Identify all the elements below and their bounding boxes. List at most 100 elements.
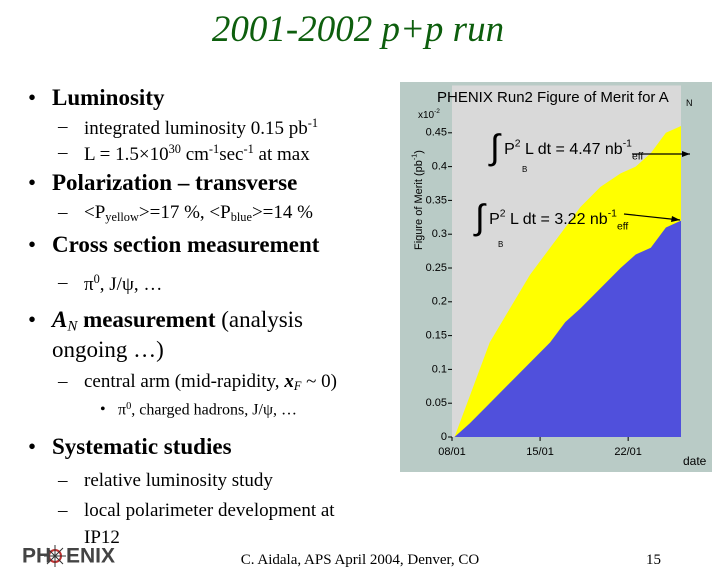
text-run: yellow [105, 210, 139, 225]
text-run: Systematic studies [52, 434, 232, 459]
text-run: , J/ψ, … [99, 273, 163, 295]
text-run: , charged hadrons, J/ψ, … [131, 401, 297, 419]
axis-multiplier: x10-2 [418, 108, 440, 121]
x-tick-label: 15/01 [526, 446, 554, 458]
y-tick-label: 0.3 [432, 228, 447, 240]
text-run: ongoing …) [52, 337, 164, 362]
text-run: F [293, 379, 302, 394]
text-run: blue [230, 210, 252, 225]
bullet-text: integrated luminosity 0.15 pb-1 [84, 116, 318, 140]
text-run: at max [253, 143, 310, 165]
text-run: 30 [168, 142, 181, 156]
text-run: >=17 %, <P [138, 202, 231, 223]
y-tick-label: 0.35 [426, 194, 447, 206]
text-run: cm [180, 143, 209, 165]
bullet-text: Polarization – transverse [52, 170, 297, 196]
logo-text: PH [22, 545, 51, 568]
bullet-text: Luminosity [52, 85, 164, 111]
bullet-marker: – [58, 500, 68, 521]
x-tick-label: 22/01 [614, 446, 642, 458]
bullet-text: AN measurement (analysis [52, 307, 303, 336]
text-run: measurement [77, 307, 216, 332]
y-tick-label: 0.15 [426, 330, 447, 342]
bullet-marker: • [100, 401, 106, 418]
text-run: relative luminosity study [84, 470, 273, 491]
text-run: N [686, 98, 693, 108]
plot: 0 0.05 0.1 0.15 0.2 0.25 0.3 0.35 0.4 0.45 08/01 15… [410, 85, 707, 468]
text-run: central arm (mid-rapidity, [84, 371, 285, 392]
text-run: <P [84, 202, 106, 223]
arrow [623, 213, 681, 221]
text-run: -1 [410, 154, 418, 160]
bullet-text: Systematic studies [52, 434, 232, 460]
text-run: 0 [93, 272, 100, 286]
page-number: 15 [646, 552, 661, 568]
bullet-marker: • [28, 85, 37, 110]
chart-title: PHENIX Run2 Figure of Merit for A N [437, 89, 693, 108]
bullet-marker: – [58, 202, 68, 223]
text-run: P [485, 211, 500, 228]
text-run: Cross section measurement [52, 232, 320, 257]
bullet-text: ongoing …) [52, 337, 164, 363]
text-run: L dt = 4.47 nb [521, 141, 623, 158]
text-run: -1 [608, 208, 617, 219]
bullet-marker: – [58, 116, 68, 137]
text-run: eff [632, 151, 643, 162]
bullet-marker: – [58, 371, 68, 392]
text-run: x10 [418, 110, 435, 121]
bullet-marker: – [58, 272, 68, 293]
bullet-marker: • [28, 232, 37, 257]
text-run: -1 [243, 142, 254, 156]
bullet-marker: – [58, 142, 68, 163]
text-run: A [52, 307, 68, 332]
arrow-head [671, 216, 680, 222]
bullet-marker: • [28, 434, 37, 459]
bullet-text: L = 1.5×1030 cm-1sec-1 at max [84, 142, 310, 166]
text-run: L = 1.5×10 [84, 143, 169, 165]
text-run: P [500, 141, 515, 158]
x-tick-label: 08/01 [438, 446, 466, 458]
footer-text: C. Aidala, APS April 2004, Denver, CO [240, 552, 480, 568]
bullet-text: central arm (mid-rapidity, xF ~ 0) [84, 371, 337, 394]
y-tick-label: 0 [441, 431, 447, 443]
text-run: x [284, 371, 294, 392]
text-run: PHENIX Run2 Figure of Merit for A [437, 89, 669, 106]
text-run: integrated luminosity 0.15 pb [84, 117, 308, 139]
text-run: -1 [307, 116, 319, 130]
y-tick-label: 0.1 [432, 363, 447, 375]
annotation-sub: B [522, 165, 527, 174]
text-run: π [84, 273, 94, 295]
text-run: -1 [623, 138, 632, 149]
y-tick-label: 0.4 [432, 161, 447, 173]
text-run: (analysis [215, 307, 304, 332]
text-run: Figure of Merit (pb [413, 160, 425, 250]
text-run: >=14 % [251, 202, 313, 223]
text-run: ) [413, 150, 425, 154]
bullet-text: local polarimeter development at [84, 500, 335, 522]
text-run: 0 [126, 401, 132, 412]
text-run: IP12 [84, 527, 120, 548]
text-run: ~ 0) [301, 371, 337, 392]
text-run: sec [219, 143, 244, 165]
bullet-text: Cross section measurement [52, 232, 319, 258]
logo-mark [44, 545, 66, 567]
arrow-head [682, 151, 690, 157]
y-axis-label: Figure of Merit (pb-1) [410, 150, 424, 250]
bullet-text: relative luminosity study [84, 470, 273, 492]
text-run: L dt = 3.22 nb [506, 211, 608, 228]
text-run: Polarization – transverse [52, 170, 298, 195]
y-tick-label: 0.45 [426, 127, 447, 139]
text-run: 2 [500, 208, 506, 219]
annotation: ∫ P2 L dt = 3.22 nb-1eff [473, 198, 628, 237]
bullet-text: IP12 [84, 527, 120, 549]
text-run: 2 [515, 138, 521, 149]
text-run: N [67, 318, 78, 335]
y-tick-label: 0.2 [432, 296, 447, 308]
text-run: π [118, 401, 127, 419]
bullet-marker: – [58, 470, 68, 491]
bullet-text: π0, charged hadrons, J/ψ, … [118, 401, 297, 420]
text-run: Luminosity [52, 85, 165, 110]
bullet-marker: • [28, 307, 37, 332]
